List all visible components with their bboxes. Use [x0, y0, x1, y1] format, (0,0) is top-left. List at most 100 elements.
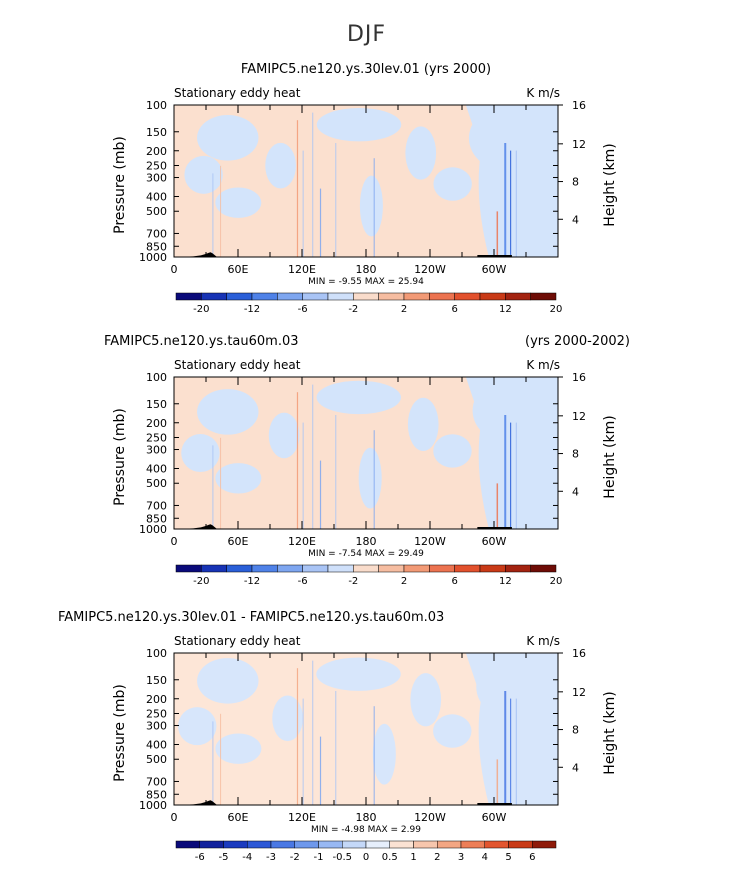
ytick-right-label: 12	[572, 410, 586, 423]
colorbar-swatch	[505, 292, 531, 301]
field-label: Stationary eddy heat	[174, 358, 301, 372]
ytick-right-label: 4	[572, 213, 579, 226]
ytick-label: 850	[146, 788, 167, 801]
ytick-right-label: 16	[572, 371, 586, 384]
colorbar-label: -12	[244, 576, 260, 587]
ytick-label: 400	[146, 463, 167, 476]
colorbar-swatch	[403, 564, 430, 573]
colorbar-swatch	[532, 840, 557, 849]
ytick-right-label: 16	[572, 647, 586, 660]
ytick-right-label: 4	[572, 761, 579, 774]
ytick-label: 150	[146, 126, 167, 139]
contour-field	[174, 653, 558, 805]
ytick-label: 300	[146, 720, 167, 733]
colorbar-swatch	[201, 292, 227, 301]
colorbar-label: 3	[458, 852, 464, 863]
colorbar-swatch	[505, 564, 531, 573]
ytick-label: 1000	[139, 523, 167, 536]
colorbar-label: 12	[499, 576, 512, 587]
colorbar-label: -6	[298, 304, 308, 315]
xtick-label: 180	[356, 535, 377, 548]
ytick-label: 850	[146, 240, 167, 253]
ytick-label: 400	[146, 739, 167, 752]
xtick-label: 60E	[228, 535, 249, 548]
colorbar-label: 20	[550, 576, 563, 587]
colorbar-swatch	[437, 840, 462, 849]
xtick-label: 0	[171, 263, 178, 276]
colorbar-swatch	[302, 564, 329, 573]
ytick-right-label: 16	[572, 99, 586, 112]
y-axis-title: Pressure (mb)	[112, 684, 128, 782]
ytick-label: 400	[146, 191, 167, 204]
figure-title: DJF	[346, 22, 387, 47]
ytick-right-label: 12	[572, 138, 586, 151]
panel-2: FAMIPC5.ne120.ys.tau60m.03 (yrs 2000-2002…	[104, 334, 630, 587]
colorbar-label: 1	[410, 852, 416, 863]
ytick-label: 250	[146, 707, 167, 720]
ytick-label: 200	[146, 145, 167, 158]
ytick-label: 700	[146, 499, 167, 512]
units-label: K m/s	[526, 86, 560, 100]
min-max-stats: MIN = -9.55 MAX = 25.94	[308, 277, 424, 287]
colorbar-label: -3	[266, 852, 276, 863]
colorbar-swatch	[429, 564, 455, 573]
ytick-right-label: 8	[572, 724, 579, 737]
colorbar-label: 6	[451, 576, 457, 587]
ytick-label: 1000	[139, 251, 167, 264]
ytick-label: 850	[146, 512, 167, 525]
ytick-label: 200	[146, 417, 167, 430]
colorbar-swatch	[247, 840, 272, 849]
colorbar-label: -2	[348, 576, 358, 587]
colorbar-swatch	[302, 292, 329, 301]
colorbar-swatch	[429, 292, 455, 301]
xtick-label: 60W	[482, 263, 507, 276]
min-max-stats: MIN = -7.54 MAX = 29.49	[308, 549, 424, 559]
colorbar-swatch	[530, 292, 557, 301]
colorbar-swatch	[277, 564, 303, 573]
colorbar-swatch	[318, 840, 343, 849]
colorbar-swatch	[479, 564, 506, 573]
y-axis-right-title: Height (km)	[602, 415, 618, 498]
ytick-label: 500	[146, 477, 167, 490]
xtick-label: 0	[171, 535, 178, 548]
colorbar-swatch	[175, 564, 202, 573]
colorbar-swatch	[327, 564, 354, 573]
colorbar-swatch	[353, 292, 379, 301]
ytick-right-label: 12	[572, 686, 586, 699]
colorbar-swatch	[389, 840, 414, 849]
field-label: Stationary eddy heat	[174, 634, 301, 648]
colorbar-label: -5	[219, 852, 229, 863]
colorbar-swatch	[223, 840, 248, 849]
ytick-label: 1000	[139, 799, 167, 812]
colorbar-label: 2	[401, 576, 407, 587]
colorbar-swatch	[413, 840, 438, 849]
min-max-stats: MIN = -4.98 MAX = 2.99	[311, 825, 421, 835]
colorbar-swatch	[277, 292, 303, 301]
ytick-label: 500	[146, 753, 167, 766]
colorbar: -20 -12 -6 -2 2 6 12 20	[175, 564, 563, 587]
units-label: K m/s	[526, 358, 560, 372]
colorbar-label: 20	[550, 304, 563, 315]
colorbar-swatch	[327, 292, 354, 301]
colorbar-swatch	[199, 840, 224, 849]
y-axis-right-title: Height (km)	[602, 691, 618, 774]
colorbar-label: 0.5	[382, 852, 398, 863]
units-label: K m/s	[526, 634, 560, 648]
xtick-label: 120W	[414, 535, 446, 548]
ytick-label: 700	[146, 775, 167, 788]
ytick-label: 150	[146, 398, 167, 411]
xtick-label: 0	[171, 811, 178, 824]
colorbar-swatch	[251, 564, 278, 573]
colorbar-label: 4	[482, 852, 488, 863]
colorbar-swatch	[251, 292, 278, 301]
xtick-label: 120E	[288, 811, 316, 824]
colorbar-swatch	[201, 564, 227, 573]
colorbar-swatch	[479, 292, 506, 301]
ytick-label: 700	[146, 227, 167, 240]
colorbar-swatch	[294, 840, 319, 849]
ytick-label: 300	[146, 444, 167, 457]
colorbar-label: -20	[193, 576, 209, 587]
ytick-right-label: 8	[572, 176, 579, 189]
colorbar-label: -6	[298, 576, 308, 587]
colorbar-label: -2	[348, 304, 358, 315]
